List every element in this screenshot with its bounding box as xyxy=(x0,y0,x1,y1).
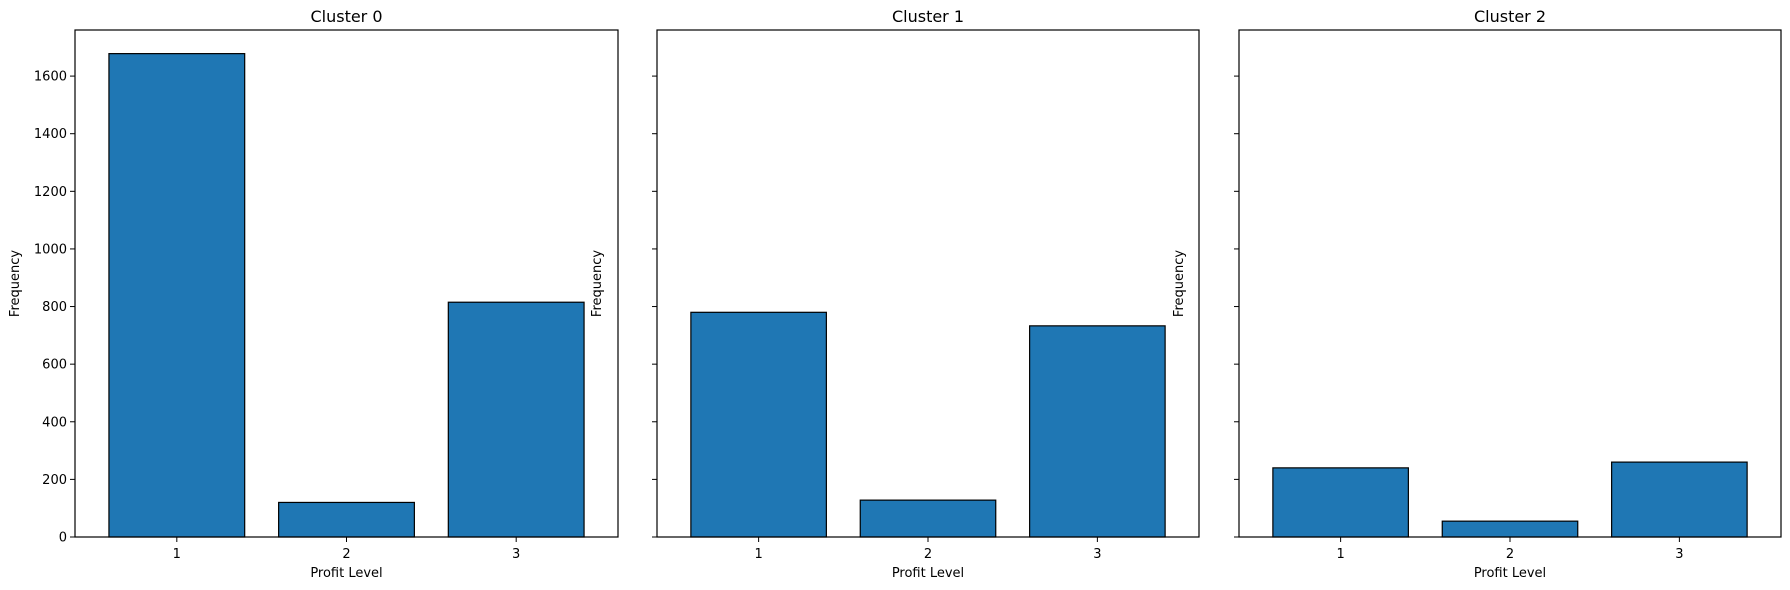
x-tick-label: 2 xyxy=(342,547,350,562)
y-tick-label: 1600 xyxy=(34,70,67,85)
y-axis-label: Frequency xyxy=(1172,250,1187,317)
y-tick-label: 200 xyxy=(42,473,67,488)
x-tick-label: 3 xyxy=(512,547,520,562)
axes-frame xyxy=(1238,29,1782,538)
bar xyxy=(1029,325,1166,538)
bar xyxy=(108,53,246,538)
x-tick-label: 2 xyxy=(924,547,932,562)
y-axis-label: Frequency xyxy=(8,250,23,317)
bar xyxy=(1272,467,1409,538)
x-axis-label: Profit Level xyxy=(310,566,382,581)
y-tick-label: 1000 xyxy=(34,242,67,257)
chart-title: Cluster 1 xyxy=(892,7,964,26)
x-tick-label: 1 xyxy=(173,547,181,562)
y-tick-label: 1200 xyxy=(34,185,67,200)
x-tick-label: 1 xyxy=(1336,547,1344,562)
chart-panel-1: 1 2 3 Cluster 1 Profit Level Frequency xyxy=(590,7,1200,581)
y-tick-label: 800 xyxy=(42,300,67,315)
y-tick-label: 0 xyxy=(59,531,67,546)
bar xyxy=(1441,520,1579,538)
chart-title: Cluster 0 xyxy=(310,7,382,26)
y-tick-label: 1400 xyxy=(34,127,67,142)
x-tick-label: 1 xyxy=(754,547,762,562)
x-tick-label: 3 xyxy=(1675,547,1683,562)
chart-title: Cluster 2 xyxy=(1474,7,1546,26)
y-tick-label: 400 xyxy=(42,415,67,430)
x-tick-label: 3 xyxy=(1093,547,1101,562)
y-axis-label: Frequency xyxy=(590,250,605,317)
bar xyxy=(278,501,415,538)
bar xyxy=(1611,461,1748,538)
y-tick-label: 600 xyxy=(42,358,67,373)
x-axis-label: Profit Level xyxy=(892,566,964,581)
x-tick-label: 2 xyxy=(1506,547,1514,562)
bar xyxy=(447,301,585,538)
bar xyxy=(859,499,997,538)
bar xyxy=(690,311,827,538)
x-axis-label: Profit Level xyxy=(1474,566,1546,581)
chart-panel-0: 1 2 3 0 200 400 600 800 1000 1200 1400 1600 Cluster … xyxy=(8,7,619,581)
chart-panel-2: 1 2 3 Cluster 2 Profit Level Frequency xyxy=(1172,7,1782,581)
